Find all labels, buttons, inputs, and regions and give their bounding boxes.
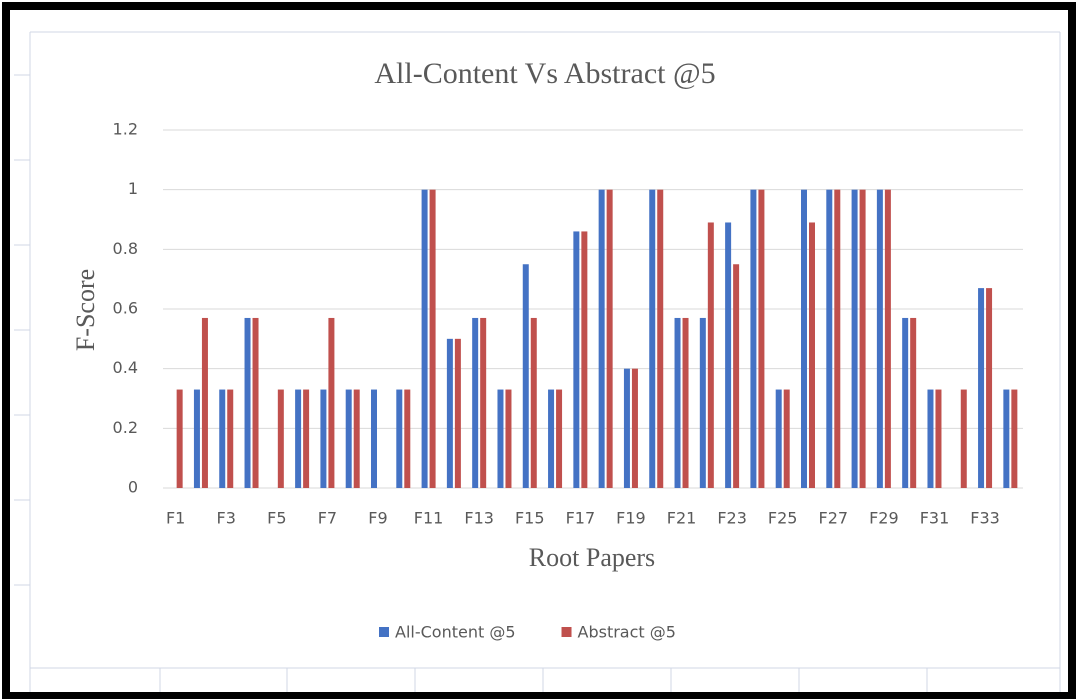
bar xyxy=(193,389,200,488)
legend-label: Abstract @5 xyxy=(578,623,676,642)
x-tick-label: F21 xyxy=(667,509,697,528)
bar xyxy=(657,189,664,488)
x-axis-title: Root Papers xyxy=(529,543,655,572)
bar xyxy=(505,389,512,488)
bar xyxy=(227,389,234,488)
bar xyxy=(454,338,461,488)
bar xyxy=(775,389,782,488)
bar xyxy=(986,288,993,488)
y-tick-label: 0.8 xyxy=(113,239,138,258)
bar xyxy=(396,389,403,488)
x-tick-label: F25 xyxy=(768,509,798,528)
bar xyxy=(783,389,790,488)
bar xyxy=(429,189,436,488)
x-tick-label: F13 xyxy=(464,509,494,528)
bar xyxy=(834,189,841,488)
bar xyxy=(328,317,335,488)
x-tick-label: F31 xyxy=(920,509,950,528)
bar xyxy=(733,264,740,488)
bar xyxy=(581,231,588,488)
bar xyxy=(295,389,302,488)
bar xyxy=(252,317,259,488)
bar xyxy=(631,368,638,488)
y-tick-label: 0.6 xyxy=(113,299,138,318)
bar xyxy=(244,317,251,488)
bar xyxy=(960,389,967,488)
bar xyxy=(674,317,681,488)
x-tick-label: F7 xyxy=(318,509,337,528)
bar xyxy=(446,338,453,488)
bar xyxy=(598,189,605,488)
bar xyxy=(910,317,917,488)
bar xyxy=(421,189,428,488)
y-tick-label: 0.2 xyxy=(113,418,138,437)
bar xyxy=(530,317,537,488)
x-tick-label: F17 xyxy=(566,509,596,528)
legend-label: All-Content @5 xyxy=(395,623,516,642)
legend-swatch xyxy=(561,627,572,637)
x-tick-label: F27 xyxy=(819,509,849,528)
bar xyxy=(1003,389,1010,488)
bar xyxy=(859,189,866,488)
bar xyxy=(277,389,284,488)
bar xyxy=(623,368,630,488)
bar xyxy=(699,317,706,488)
bar xyxy=(353,389,360,488)
x-tick-label: F11 xyxy=(414,509,444,528)
bar xyxy=(884,189,891,488)
x-tick-label: F29 xyxy=(869,509,899,528)
x-tick-label: F33 xyxy=(970,509,1000,528)
bar xyxy=(851,189,858,488)
x-tick-label: F9 xyxy=(368,509,387,528)
bar xyxy=(801,189,807,488)
bar xyxy=(935,389,942,488)
bar xyxy=(682,317,689,488)
x-tick-label: F5 xyxy=(267,509,286,528)
bar xyxy=(707,222,714,488)
bar xyxy=(1011,389,1018,488)
bar xyxy=(725,222,732,488)
bar xyxy=(606,189,613,488)
bar xyxy=(978,288,985,488)
bar xyxy=(876,189,883,488)
y-tick-label: 1.2 xyxy=(113,120,138,139)
x-tick-label: F3 xyxy=(217,509,236,528)
bar xyxy=(345,389,352,488)
bar xyxy=(522,264,529,488)
bar xyxy=(902,317,909,488)
bar xyxy=(497,389,504,488)
legend-swatch xyxy=(379,627,389,637)
x-tick-label: F1 xyxy=(166,509,185,528)
y-tick-label: 0.4 xyxy=(113,358,138,377)
bar xyxy=(480,317,487,488)
y-tick-label: 0 xyxy=(128,478,138,497)
bar xyxy=(826,189,833,488)
bar xyxy=(176,389,183,488)
bar xyxy=(556,389,563,488)
y-axis-title: F-Score xyxy=(71,269,100,351)
bar xyxy=(472,317,479,488)
bar xyxy=(548,389,555,488)
bar xyxy=(758,189,765,488)
bar xyxy=(404,389,411,488)
bar xyxy=(320,389,327,488)
bar xyxy=(809,222,815,488)
bar xyxy=(927,389,934,488)
chart-title: All-Content Vs Abstract @5 xyxy=(374,57,715,90)
bar xyxy=(219,389,226,488)
x-tick-label: F23 xyxy=(717,509,747,528)
bar xyxy=(573,231,580,488)
x-tick-label: F19 xyxy=(616,509,646,528)
bar xyxy=(750,189,757,488)
bar xyxy=(371,389,377,488)
y-tick-label: 1 xyxy=(128,179,138,198)
x-tick-label: F15 xyxy=(515,509,545,528)
bar xyxy=(649,189,656,488)
bar xyxy=(303,389,310,488)
bar xyxy=(201,317,208,488)
